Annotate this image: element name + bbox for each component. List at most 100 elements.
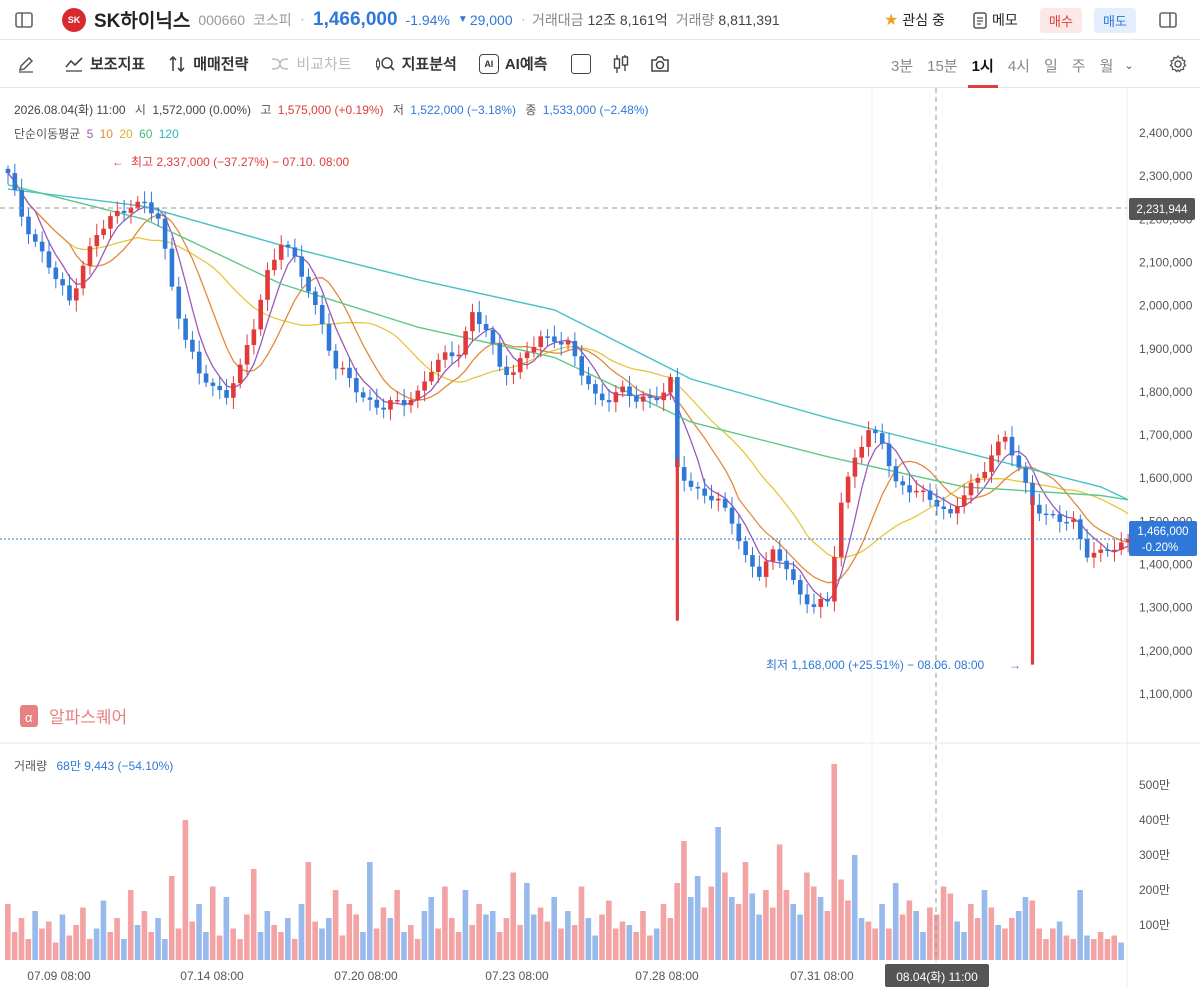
candle-body xyxy=(668,377,673,393)
candle-body xyxy=(367,397,373,400)
sidebar-toggle-icon[interactable] xyxy=(0,0,48,40)
chevron-down-icon[interactable]: ⌄ xyxy=(1124,60,1134,72)
price-tick-label: 2,300,000 xyxy=(1139,169,1193,183)
period-1hour[interactable]: 1시 xyxy=(967,55,998,88)
candle-body xyxy=(804,594,810,605)
candle-body xyxy=(237,364,243,384)
pencil-icon[interactable] xyxy=(0,40,52,88)
volume-bar xyxy=(865,921,872,960)
analysis-button[interactable]: 지표분석 xyxy=(374,53,457,74)
checkbox[interactable] xyxy=(571,53,592,74)
ma-120-line xyxy=(7,188,1129,501)
volume-bar xyxy=(100,900,107,960)
candle-body xyxy=(572,340,578,357)
indicators-button[interactable]: 보조지표 xyxy=(64,53,145,74)
last-price-tag: 1,466,000 -0.20% xyxy=(1129,521,1197,556)
moving-averages xyxy=(7,172,1129,603)
volume-bar xyxy=(298,904,305,960)
volume-bar xyxy=(339,935,346,960)
candle-body xyxy=(613,392,619,403)
volume-bar xyxy=(346,904,353,960)
candle-body xyxy=(33,234,38,242)
volume-bar xyxy=(148,932,155,960)
candle-body xyxy=(1118,542,1124,550)
volume-bar xyxy=(735,904,742,960)
right-panel-icon[interactable] xyxy=(1158,10,1178,30)
volume-bar xyxy=(927,907,933,960)
volume-tick-label: 100만 xyxy=(1139,918,1170,932)
period-selector: 3분 15분 1시 4시 일 주 월 ⌄ xyxy=(884,55,1134,88)
volume-bar xyxy=(380,907,387,960)
candle-body xyxy=(948,508,953,514)
chart-toolbar: 보조지표 매매전략 비교차트 지표분석 AI AI예측 3분 15분 1시 4시… xyxy=(0,40,1200,88)
volume-bar xyxy=(1077,890,1083,960)
candlestick-icon[interactable] xyxy=(611,53,631,75)
volume-bar xyxy=(544,921,551,960)
high-value: 1,575,000 (+0.19%) xyxy=(277,103,384,117)
volume-bar xyxy=(694,876,701,960)
min-annotation: 최저 1,168,000 (+25.51%) − 08.06. 08:00 → xyxy=(766,658,1021,672)
strategy-label: 매매전략 xyxy=(193,56,249,73)
candle-body xyxy=(244,345,250,365)
volume-bar xyxy=(134,925,141,960)
gear-icon[interactable] xyxy=(1168,54,1188,74)
volume-bar xyxy=(845,900,851,960)
max-arrow: ← xyxy=(112,155,124,169)
candle-body xyxy=(845,476,851,503)
candle-body xyxy=(743,541,748,556)
period-day[interactable]: 일 xyxy=(1043,58,1058,75)
compare-button[interactable]: 비교차트 xyxy=(270,53,352,74)
candle-body xyxy=(299,256,304,277)
price-tick-label: 1,400,000 xyxy=(1139,558,1193,572)
last-pct-text: -0.20% xyxy=(1142,542,1178,554)
candle-body xyxy=(449,352,455,357)
watch-button[interactable]: ★ 관심 중 xyxy=(884,10,945,30)
candle-body xyxy=(381,407,386,410)
volume-axis: 100만 200만 300만 400만 500만 xyxy=(1139,778,1170,932)
sell-button[interactable]: 매도 xyxy=(1094,8,1136,33)
volume-bar xyxy=(421,911,428,960)
camera-icon[interactable] xyxy=(649,54,671,74)
candle-body xyxy=(128,207,134,213)
memo-button[interactable]: 메모 xyxy=(972,10,1018,30)
candle-body xyxy=(838,502,844,557)
candle-body xyxy=(408,400,414,406)
volume-bar xyxy=(407,925,414,960)
candle-body xyxy=(586,375,591,385)
volume-bar xyxy=(612,928,619,960)
close-value: 1,533,000 (−2.48%) xyxy=(542,103,649,117)
indicators-label: 보조지표 xyxy=(90,56,146,73)
candle-body xyxy=(1016,455,1022,468)
volume-bar xyxy=(394,890,400,960)
volume-bar xyxy=(237,939,243,960)
candle-body xyxy=(750,555,755,567)
candle-body xyxy=(456,354,462,357)
period-4hour[interactable]: 4시 xyxy=(1007,58,1030,75)
candle-body xyxy=(333,350,339,369)
open-value: 1,572,000 (0.00%) xyxy=(152,103,252,117)
candle-body xyxy=(429,371,434,382)
period-week[interactable]: 주 xyxy=(1071,58,1086,75)
volume-bar xyxy=(688,897,694,960)
strategy-button[interactable]: 매매전략 xyxy=(167,53,248,74)
volume-bar xyxy=(653,928,660,960)
volume-bar xyxy=(162,939,168,960)
stock-name[interactable]: SK하이닉스 xyxy=(94,11,191,32)
ai-predict-button[interactable]: AI AI예측 xyxy=(478,53,548,74)
candle-body xyxy=(251,329,257,346)
volume-bar xyxy=(114,918,120,960)
candle-body xyxy=(531,347,537,353)
ai-predict-label: AI예측 xyxy=(504,56,548,73)
candle-body xyxy=(1009,436,1015,456)
period-15min[interactable]: 15분 xyxy=(927,58,958,75)
time-tick-label: 07.14 08:00 xyxy=(180,969,244,983)
price-tick-label: 1,200,000 xyxy=(1139,644,1193,658)
period-3min[interactable]: 3분 xyxy=(891,58,914,75)
volume-bar xyxy=(571,925,578,960)
period-month[interactable]: 월 xyxy=(1099,58,1114,75)
volume-bar xyxy=(86,939,93,960)
buy-button[interactable]: 매수 xyxy=(1040,8,1082,33)
candle-body xyxy=(777,549,783,561)
candle-body xyxy=(497,343,503,367)
